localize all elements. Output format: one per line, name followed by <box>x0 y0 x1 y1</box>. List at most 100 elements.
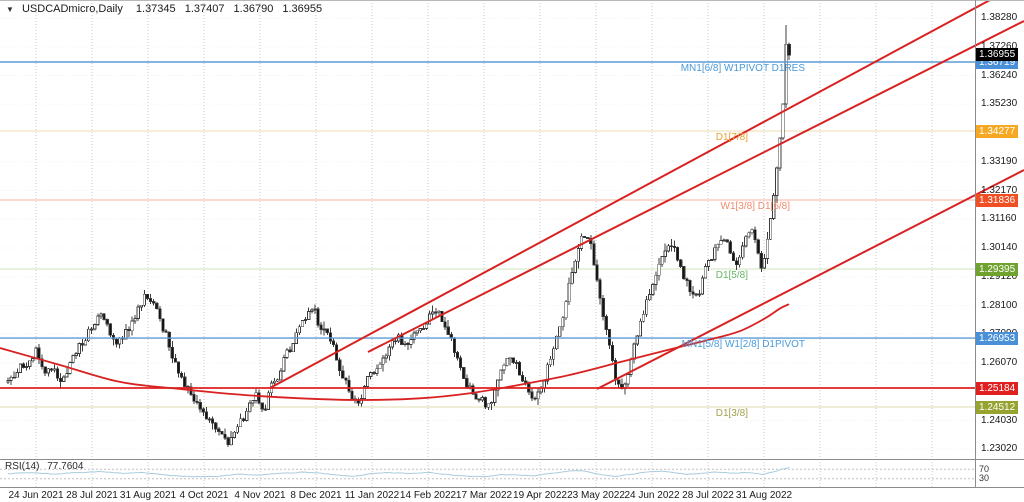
candle-bear <box>458 357 463 368</box>
candle-bull <box>548 358 553 366</box>
candle-bull <box>6 380 10 383</box>
candle-bull <box>390 340 395 348</box>
candle-bull <box>750 229 754 234</box>
candle-bear <box>685 278 689 281</box>
candle-bear <box>617 379 621 385</box>
candle-bull <box>772 195 776 220</box>
candle-bear <box>694 293 698 296</box>
candle-bull <box>697 293 701 296</box>
candle-bear <box>56 368 60 379</box>
time-axis-label: 31 Aug 2022 <box>735 490 793 501</box>
candle-bear <box>164 330 168 333</box>
candle-bull <box>118 337 122 345</box>
candle-bull <box>409 339 413 346</box>
candle-bull <box>238 418 243 428</box>
candle-bear <box>434 311 438 314</box>
price-badge-support-line: 1.25184 <box>976 381 1019 395</box>
candle-bull <box>87 328 91 342</box>
candle-bull <box>493 389 497 404</box>
candle-bear <box>446 326 450 335</box>
candle-bear <box>682 266 686 280</box>
pivot-label-d1-7-8: D1[7/8] <box>715 132 748 144</box>
candle-bull <box>437 310 441 313</box>
candle-bull <box>508 357 512 360</box>
candle-bear <box>679 259 683 267</box>
candle-bull <box>282 357 286 372</box>
candle-bear <box>725 239 729 243</box>
candle-bull <box>83 340 88 346</box>
candle-bull <box>769 218 773 240</box>
price-axis-label: 1.36240 <box>981 69 1018 81</box>
candle-bull <box>31 358 35 362</box>
candle-bull <box>502 364 506 371</box>
candle-bull <box>387 346 391 357</box>
candle-bear <box>756 239 760 254</box>
ohlc-low: 1.36790 <box>233 3 274 15</box>
candle-bull <box>431 311 435 315</box>
candle-bull <box>660 256 664 265</box>
candle-bull <box>322 328 326 331</box>
candle-bull <box>496 379 500 391</box>
candle-bull <box>765 238 770 259</box>
candle-bull <box>710 259 714 261</box>
candle-bear <box>173 357 177 363</box>
candle-bear <box>604 316 608 330</box>
candle-bear <box>734 260 739 266</box>
pivot-label-d1-3-8: D1[3/8] <box>715 408 748 420</box>
current-price-badge: 1.36955 <box>976 48 1019 61</box>
candle-bull <box>99 313 103 317</box>
candle-bull <box>291 343 295 353</box>
candle-bull <box>722 239 726 242</box>
moving-average-line[interactable] <box>0 303 790 401</box>
candle-bull <box>365 376 370 388</box>
candle-bull <box>784 43 788 105</box>
pivot-label-mn1-6-8-w1pivot-d1res: MN1[6/8] W1PIVOT D1RES <box>680 63 805 74</box>
symbol-dropdown-icon[interactable]: ▼ <box>6 5 14 14</box>
candle-bear <box>108 323 112 336</box>
candle-bull <box>133 318 137 322</box>
price-badge-d1-5-8: 1.29395 <box>976 262 1019 276</box>
candle-bear <box>688 280 692 293</box>
candle-bull <box>415 330 419 334</box>
candle-bear <box>455 352 460 359</box>
trendline-3[interactable] <box>596 169 1024 390</box>
candle-bull <box>369 372 373 377</box>
candle-bear <box>474 393 478 400</box>
candle-bear <box>198 402 202 410</box>
candle-bull <box>207 418 212 421</box>
candle-bull <box>303 319 308 322</box>
candle-bull <box>536 391 540 400</box>
candle-bull <box>313 308 317 311</box>
rsi-name: RSI(14) <box>5 461 40 472</box>
candle-bear <box>477 398 481 401</box>
candle-bull <box>648 294 652 301</box>
candle-bear <box>728 241 732 254</box>
price-axis-label: 1.37260 <box>981 40 1018 52</box>
candle-bear <box>260 402 264 410</box>
candle-bear <box>192 393 196 402</box>
time-axis-label: 11 Jan 2022 <box>344 490 400 501</box>
candle-bull <box>635 335 639 345</box>
candle-bull <box>276 379 280 382</box>
candle-bull <box>645 299 649 315</box>
candle-bull <box>561 317 565 328</box>
candle-bull <box>71 355 75 363</box>
candle-bear <box>152 301 156 304</box>
candle-bear <box>595 264 599 281</box>
candle-bear <box>669 245 674 248</box>
candle-bear <box>214 422 218 430</box>
candle-bull <box>381 357 385 365</box>
candle-bull <box>632 343 636 360</box>
candle-bear <box>347 379 351 392</box>
candle-bear <box>195 400 199 403</box>
candle-bear <box>204 411 208 420</box>
candle-bull <box>424 323 429 329</box>
trendline-2[interactable] <box>367 20 1024 353</box>
candle-bull <box>412 332 416 341</box>
candle-bear <box>341 370 345 379</box>
chart-titlebar: ▼ USDCADmicro,Daily 1.37345 1.37407 1.36… <box>6 3 328 15</box>
time-axis-label: 28 Jul 2021 <box>66 490 118 501</box>
trendline-1[interactable] <box>269 0 991 389</box>
candle-bull <box>310 309 314 312</box>
